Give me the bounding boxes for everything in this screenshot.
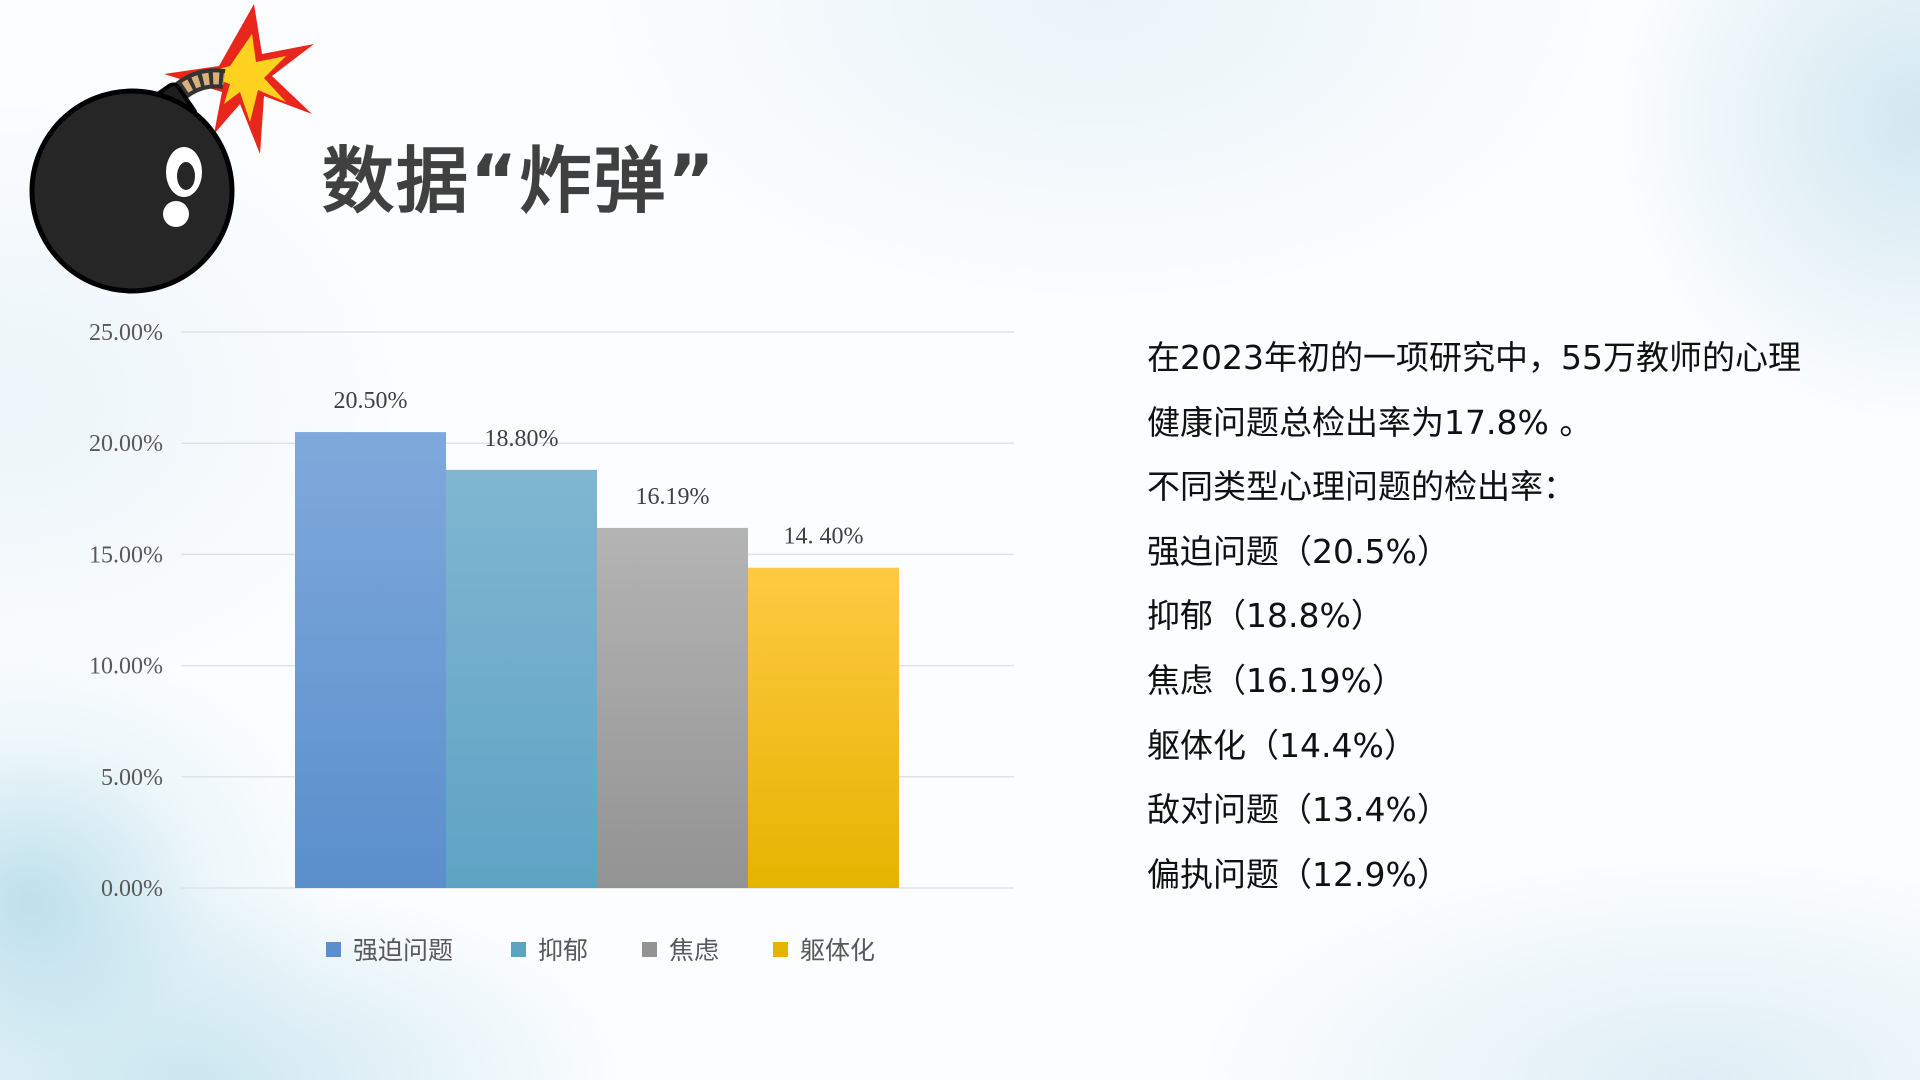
y-tick-label: 0.00% xyxy=(101,876,163,902)
legend-swatch xyxy=(326,942,341,957)
legend-swatch xyxy=(642,942,657,957)
description-line: 健康问题总检出率为17.8% 。 xyxy=(1147,402,1593,442)
legend-label: 躯体化 xyxy=(800,936,875,965)
y-tick-label: 15.00% xyxy=(89,542,163,568)
legend-label: 抑郁 xyxy=(538,936,588,965)
bar-0 xyxy=(295,432,446,888)
y-tick-label: 10.00% xyxy=(89,654,163,680)
legend-swatch xyxy=(511,942,526,957)
bar-3 xyxy=(748,567,899,888)
page-title: 数据“炸弹” xyxy=(322,139,717,223)
description-line: 在2023年初的一项研究中，55万教师的心理 xyxy=(1147,338,1801,377)
y-tick-label: 5.00% xyxy=(101,765,163,791)
legend-label: 强迫问题 xyxy=(353,936,453,965)
description-line: 不同类型心理问题的检出率： xyxy=(1147,467,1576,507)
y-tick-label: 20.00% xyxy=(89,431,163,457)
data-label: 20.50% xyxy=(334,388,408,414)
data-label: 18.80% xyxy=(485,426,559,452)
legend-swatch xyxy=(773,942,788,957)
description-line: 偏执问题（12.9%） xyxy=(1147,854,1450,894)
description-line: 抑郁（18.8%） xyxy=(1147,596,1384,636)
y-tick-label: 25.00% xyxy=(89,320,163,346)
description-line: 焦虑（16.19%） xyxy=(1147,660,1405,700)
description-line: 躯体化（14.4%） xyxy=(1147,725,1417,765)
bomb-icon xyxy=(29,4,314,294)
bar-chart: 0.00% 5.00% 10.00% 15.00% 20.00% 25.00% 20.50… xyxy=(89,320,1014,965)
data-label: 14. 40% xyxy=(784,524,864,550)
bar-1 xyxy=(446,469,597,888)
legend-label: 焦虑 xyxy=(669,936,719,965)
description-line: 敌对问题（13.4%） xyxy=(1147,790,1450,830)
description-line: 强迫问题（20.5%） xyxy=(1147,531,1450,571)
data-label: 16.19% xyxy=(636,484,710,510)
description-text: 在2023年初的一项研究中，55万教师的心理 健康问题总检出率为17.8% 。 … xyxy=(1147,326,1801,907)
bar-2 xyxy=(597,527,748,888)
